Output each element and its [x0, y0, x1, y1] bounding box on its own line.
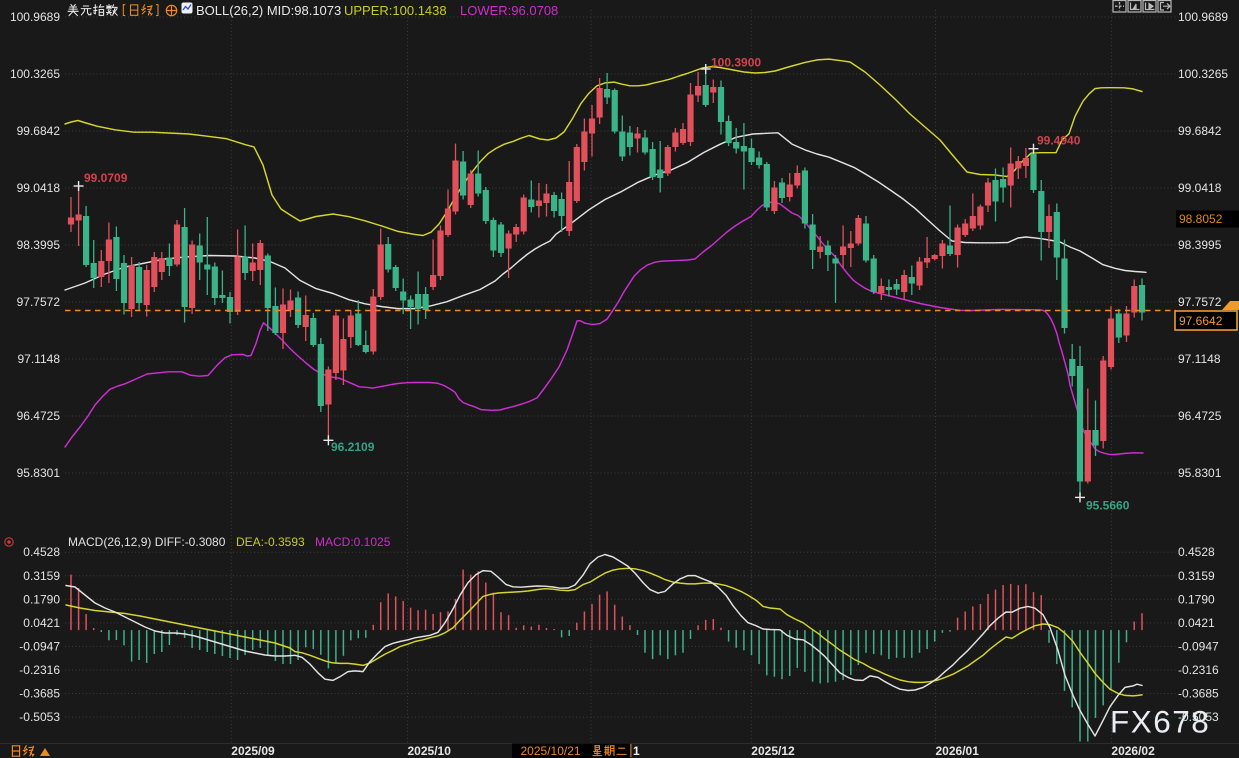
svg-text:98.8052: 98.8052: [1179, 212, 1223, 226]
svg-text:0.0421: 0.0421: [23, 616, 60, 630]
svg-text:-0.5053: -0.5053: [1178, 710, 1219, 724]
svg-text:0.0421: 0.0421: [1178, 616, 1215, 630]
svg-text:0.4528: 0.4528: [1178, 545, 1215, 559]
svg-text:-0.2316: -0.2316: [1178, 663, 1219, 677]
svg-text:97.7572: 97.7572: [1178, 295, 1222, 309]
svg-text:2026/01: 2026/01: [936, 744, 980, 758]
svg-text:97.1148: 97.1148: [1178, 352, 1221, 366]
svg-text:100.3900: 100.3900: [711, 56, 761, 70]
svg-text:0.4528: 0.4528: [23, 545, 60, 559]
svg-text:2025/12: 2025/12: [751, 744, 795, 758]
svg-text:MACD(26,12,9) DIFF:-0.3080: MACD(26,12,9) DIFF:-0.3080: [68, 535, 226, 549]
svg-text:0.3159: 0.3159: [23, 569, 60, 583]
svg-text:100.3265: 100.3265: [1178, 67, 1228, 81]
svg-text:98.3995: 98.3995: [1178, 238, 1222, 252]
svg-text:99.0709: 99.0709: [84, 171, 128, 185]
svg-text:DEA:-0.3593: DEA:-0.3593: [236, 535, 305, 549]
svg-text:100.3265: 100.3265: [10, 67, 60, 81]
svg-text:99.4940: 99.4940: [1037, 134, 1081, 148]
svg-text:0.1790: 0.1790: [1178, 592, 1215, 606]
svg-text:97.7572: 97.7572: [17, 295, 61, 309]
svg-text:2025/10/21: 2025/10/21: [521, 744, 581, 758]
svg-text:-0.0947: -0.0947: [19, 639, 60, 653]
svg-text:UPPER:100.1438: UPPER:100.1438: [344, 3, 447, 18]
svg-text:-0.0947: -0.0947: [1178, 639, 1219, 653]
svg-text:97.1148: 97.1148: [18, 352, 61, 366]
svg-text:MACD:0.1025: MACD:0.1025: [315, 535, 391, 549]
svg-text:96.4725: 96.4725: [1178, 409, 1222, 423]
svg-text:2025/10: 2025/10: [408, 744, 452, 758]
svg-text:-0.2316: -0.2316: [19, 663, 60, 677]
svg-text:BOLL(26,2) MID:98.1073: BOLL(26,2) MID:98.1073: [196, 3, 341, 18]
svg-text:1: 1: [633, 744, 640, 758]
svg-text:98.3995: 98.3995: [17, 238, 61, 252]
svg-text:99.0418: 99.0418: [1178, 181, 1222, 195]
svg-text:96.4725: 96.4725: [17, 409, 61, 423]
svg-text:99.6842: 99.6842: [1178, 124, 1222, 138]
svg-text:-0.3685: -0.3685: [1178, 687, 1219, 701]
svg-text:100.9689: 100.9689: [10, 10, 60, 24]
svg-text:99.6842: 99.6842: [17, 124, 61, 138]
svg-text:99.0418: 99.0418: [17, 181, 61, 195]
svg-text:95.8301: 95.8301: [1178, 466, 1222, 480]
svg-text:-0.5053: -0.5053: [19, 710, 60, 724]
svg-text:-0.3685: -0.3685: [19, 687, 60, 701]
svg-text:100.9689: 100.9689: [1178, 10, 1228, 24]
svg-text:95.5660: 95.5660: [1086, 499, 1130, 513]
svg-text:0.3159: 0.3159: [1178, 569, 1215, 583]
svg-text:LOWER:96.0708: LOWER:96.0708: [460, 3, 558, 18]
svg-text:2026/02: 2026/02: [1111, 744, 1155, 758]
svg-text:FX678: FX678: [1110, 704, 1210, 740]
svg-text:2025/09: 2025/09: [231, 744, 275, 758]
svg-text:0.1790: 0.1790: [23, 592, 60, 606]
svg-text:95.8301: 95.8301: [17, 466, 61, 480]
svg-text:96.2109: 96.2109: [331, 440, 375, 454]
svg-text:97.6642: 97.6642: [1179, 314, 1223, 328]
